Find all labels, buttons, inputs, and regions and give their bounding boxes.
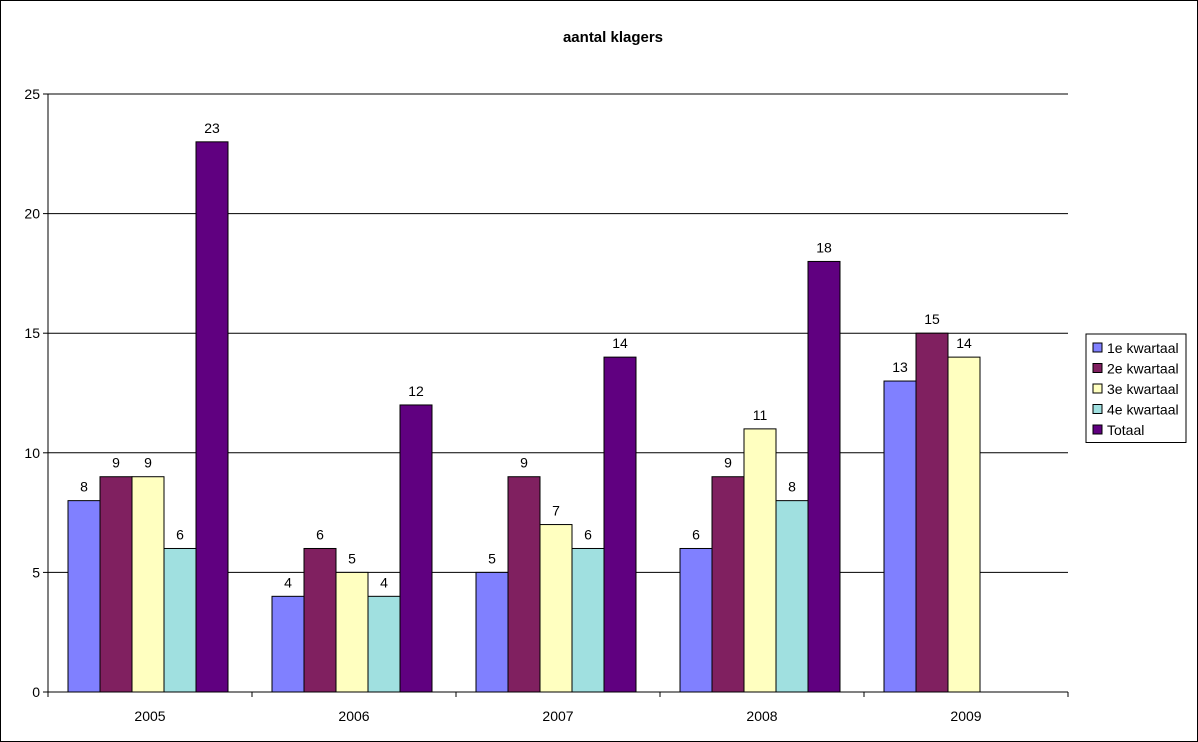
data-label: 9 <box>520 455 528 471</box>
bar <box>775 500 809 693</box>
legend-label: 4e kwartaal <box>1107 402 1179 418</box>
data-label: 12 <box>408 383 424 399</box>
bar <box>303 547 337 693</box>
bar <box>711 476 745 693</box>
data-label: 9 <box>144 455 152 471</box>
data-label: 11 <box>753 407 768 423</box>
data-label: 7 <box>552 503 560 519</box>
legend-swatch <box>1092 363 1103 373</box>
x-tick-label: 2006 <box>338 708 369 724</box>
bar <box>335 571 369 693</box>
x-tick-label: 2007 <box>542 708 573 724</box>
data-label: 15 <box>924 311 940 327</box>
x-tick-label: 2008 <box>746 708 777 724</box>
data-label: 9 <box>724 455 732 471</box>
y-tick-label: 10 <box>24 445 40 461</box>
data-label: 13 <box>892 359 908 375</box>
legend-label: 2e kwartaal <box>1107 361 1179 377</box>
legend-swatch <box>1092 383 1103 394</box>
bar <box>163 547 197 693</box>
data-label: 6 <box>692 526 700 542</box>
legend-label: Totaal <box>1107 422 1144 438</box>
data-label: 23 <box>204 120 220 136</box>
legend-swatch <box>1092 342 1103 353</box>
bar <box>475 571 509 693</box>
legend-box <box>1085 333 1187 443</box>
axes: 0 5 10 15 20 25 2005 2006 2007 2008 2009 <box>24 86 1069 724</box>
bar <box>679 547 713 693</box>
y-tick-label: 20 <box>24 206 40 222</box>
legend-label: 1e kwartaal <box>1107 340 1179 356</box>
data-label: 5 <box>348 550 356 566</box>
x-tick-label: 2009 <box>950 708 981 724</box>
y-tick-label: 25 <box>24 86 40 102</box>
data-label: 9 <box>112 455 120 471</box>
data-label: 4 <box>380 574 388 590</box>
bar <box>507 476 541 693</box>
data-label: 4 <box>284 574 292 590</box>
bar <box>883 380 917 693</box>
x-tick-label: 2005 <box>134 708 165 724</box>
y-tick-label: 5 <box>32 564 40 580</box>
bar <box>195 141 229 693</box>
legend: 1e kwartaal 2e kwartaal 3e kwartaal 4e kwar… <box>1085 333 1187 443</box>
bar <box>807 260 841 693</box>
bar <box>603 356 637 693</box>
data-label: 5 <box>488 550 496 566</box>
data-label: 8 <box>788 479 796 495</box>
data-label: 14 <box>612 335 628 351</box>
legend-label: 3e kwartaal <box>1107 381 1179 397</box>
data-label: 8 <box>80 479 88 495</box>
data-label: 18 <box>816 239 832 255</box>
data-label: 6 <box>316 526 324 542</box>
bar <box>367 595 401 693</box>
y-tick-label: 0 <box>32 684 40 700</box>
data-labels: 8 4 5 6 13 9 6 9 9 15 9 5 7 11 14 6 4 6 8 23 12 14 18 <box>80 120 972 590</box>
y-tick-label: 15 <box>24 325 40 341</box>
bar <box>743 428 777 693</box>
bar <box>539 524 573 693</box>
chart-title: aantal klagers <box>563 29 663 46</box>
data-label: 6 <box>584 526 592 542</box>
bar <box>99 476 133 693</box>
bar <box>67 500 101 693</box>
bar <box>399 404 433 693</box>
data-label: 14 <box>956 335 972 351</box>
legend-swatch <box>1092 404 1103 414</box>
bars <box>67 141 981 693</box>
bar <box>271 595 305 693</box>
legend-swatch <box>1092 424 1103 435</box>
bar <box>915 332 949 693</box>
data-label: 6 <box>176 526 184 542</box>
bar <box>947 356 981 693</box>
bar <box>571 547 605 693</box>
bar <box>131 476 165 693</box>
